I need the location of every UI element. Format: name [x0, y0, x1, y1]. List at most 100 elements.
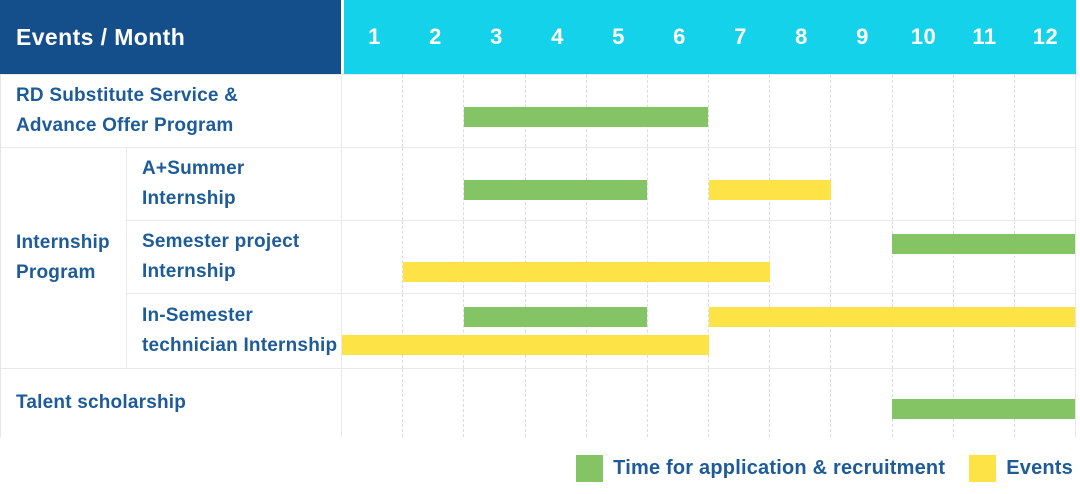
month-gridcell [524, 369, 586, 437]
month-gridcell [769, 369, 830, 437]
month-gridcell [952, 294, 1014, 368]
month-gridcell [342, 148, 402, 220]
month-gridlines [342, 294, 1075, 368]
month-gridlines [342, 221, 1075, 293]
row-label-a-plus-summer-internship: A+Summer Internship [127, 147, 341, 220]
month-gridcell [463, 369, 524, 437]
month-gridcell [342, 221, 402, 293]
month-gridcell [830, 75, 891, 147]
month-header-2: 2 [429, 24, 442, 49]
month-gridcell [708, 75, 769, 147]
gantt-bar-yellow [708, 180, 831, 200]
row-label-line: In-Semester [142, 305, 253, 326]
month-gridcell [402, 294, 463, 368]
row-label-line: Internship [142, 188, 236, 209]
month-gridcell [1013, 221, 1075, 293]
timeline-row-talent-scholarship [341, 368, 1075, 437]
month-gridcell [524, 221, 586, 293]
month-gridcell [891, 148, 953, 220]
month-gridcell [891, 75, 953, 147]
row-label-line: Talent scholarship [16, 392, 187, 413]
legend-label: Time for application & recruitment [613, 457, 946, 479]
row-label-line: technician Internship [142, 335, 338, 356]
legend-swatch-green [576, 455, 604, 482]
month-gridcell [646, 148, 708, 220]
month-gridcell [463, 221, 524, 293]
timeline-row-a-plus-summer-internship [341, 147, 1075, 220]
legend-label: Events [1006, 457, 1073, 479]
legend: Time for application & recruitment Events [576, 455, 1073, 482]
gantt-bar-yellow [403, 262, 770, 282]
row-label-line: Semester project [142, 231, 300, 252]
month-gridcell [708, 369, 769, 437]
legend-swatch-yellow [969, 455, 997, 482]
month-gridcell [830, 221, 891, 293]
timeline-row-semester-project-internship [341, 220, 1075, 293]
legend-item-green: Time for application & recruitment [576, 455, 945, 482]
month-gridcell [891, 294, 953, 368]
row-label-semester-project-internship: Semester project Internship [127, 220, 341, 293]
gantt-bar-yellow [342, 335, 709, 355]
month-header-10: 10 [910, 24, 937, 49]
month-gridcell [402, 221, 463, 293]
row-label-line: RD Substitute Service & [16, 85, 239, 106]
month-gridcell [769, 75, 830, 147]
month-gridcell [342, 369, 402, 437]
month-gridcell [646, 294, 708, 368]
month-gridcell [769, 294, 830, 368]
row-label-in-semester-technician-internship: In-Semester technician Internship [127, 293, 341, 368]
legend-item-yellow: Events [969, 455, 1073, 482]
month-gridcell [402, 75, 463, 147]
month-gridcell [402, 369, 463, 437]
month-gridcell [891, 221, 953, 293]
month-header-12: 12 [1032, 24, 1059, 49]
month-gridcell [585, 221, 647, 293]
month-header-9: 9 [856, 24, 869, 49]
month-gridcell [952, 148, 1014, 220]
month-gridcell [1013, 148, 1075, 220]
table-title: Events / Month [16, 23, 186, 50]
month-gridcell [708, 221, 769, 293]
month-header-5: 5 [612, 24, 625, 49]
row-label-line: Internship [142, 261, 236, 282]
timeline-row-rd-substitute-service [341, 74, 1075, 147]
month-gridcell [708, 294, 769, 368]
month-header-8: 8 [795, 24, 808, 49]
month-header-6: 6 [673, 24, 686, 49]
month-gridcell [646, 369, 708, 437]
month-gridcell [830, 369, 891, 437]
month-gridcell [463, 75, 524, 147]
month-gridcell [952, 75, 1014, 147]
month-header-row: 1 2 3 4 5 6 7 8 9 10 11 12 [341, 0, 1076, 74]
row-label-line: Advance Offer Program [16, 115, 234, 136]
month-header-11: 11 [972, 24, 997, 49]
group-label-line: Program [16, 262, 96, 283]
month-gridcell [585, 294, 647, 368]
row-label-talent-scholarship: Talent scholarship [1, 368, 341, 437]
gantt-bar-green [464, 180, 648, 200]
gantt-bar-green [464, 107, 709, 127]
group-label-internship-program: Internship Program [1, 147, 127, 368]
row-label-rd-substitute-service: RD Substitute Service & Advance Offer Pr… [1, 74, 341, 147]
gantt-bar-green [891, 399, 1075, 419]
month-header-1: 1 [368, 24, 381, 49]
month-gridcell [342, 294, 402, 368]
events-month-table: Events / Month 1 2 3 4 5 6 7 8 9 10 11 12 RD Substi… [0, 0, 1076, 437]
gantt-bar-yellow [708, 307, 1075, 327]
table-corner-header: Events / Month [0, 0, 341, 74]
month-gridcell [402, 148, 463, 220]
month-gridcell [769, 221, 830, 293]
month-gridcell [1013, 294, 1075, 368]
month-gridcell [342, 75, 402, 147]
month-gridcell [524, 294, 586, 368]
month-gridcell [952, 221, 1014, 293]
month-header-4: 4 [551, 24, 564, 49]
month-gridcell [1013, 75, 1075, 147]
row-label-line: A+Summer [142, 158, 245, 179]
month-gridcell [463, 294, 524, 368]
month-header-3: 3 [490, 24, 503, 49]
gantt-bar-green [891, 234, 1075, 254]
month-gridlines [342, 75, 1075, 147]
group-label-line: Internship [16, 232, 110, 253]
